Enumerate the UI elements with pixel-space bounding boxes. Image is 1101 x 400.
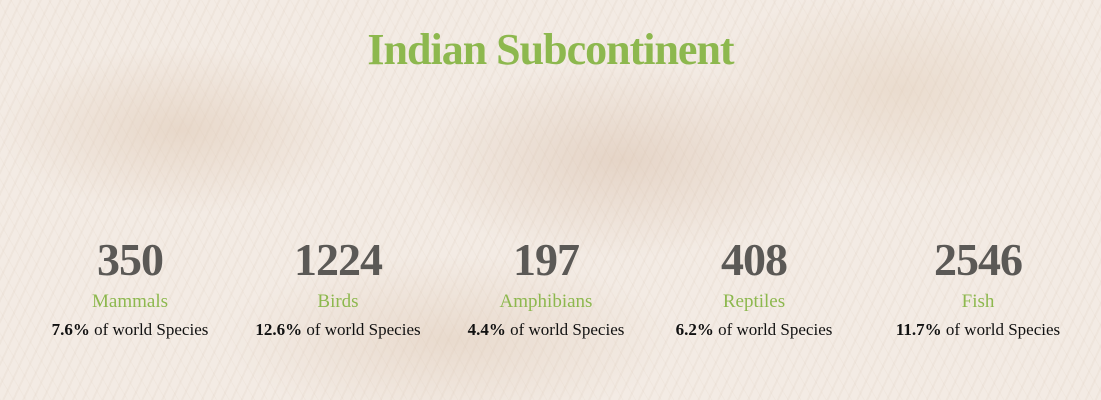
stat-item: 2546 Fish 11.7% of world Species: [868, 232, 1088, 344]
stat-share: 7.6%: [51, 320, 90, 339]
stat-share-line: 12.6% of world Species: [228, 316, 448, 344]
stat-item: 197 Amphibians 4.4% of world Species: [436, 232, 656, 344]
stat-suffix: of world Species: [945, 320, 1061, 339]
stat-suffix: of world Species: [718, 320, 833, 339]
stat-suffix: of world Species: [510, 320, 625, 339]
stat-count: 197: [513, 234, 580, 285]
stat-item: 350 Mammals 7.6% of world Species: [20, 232, 240, 344]
stat-label: Mammals: [92, 291, 168, 312]
stat-item: 1224 Birds 12.6% of world Species: [228, 232, 448, 344]
stat-share: 6.2%: [675, 320, 714, 339]
stat-suffix: of world Species: [94, 320, 209, 339]
stat-share: 4.4%: [467, 320, 506, 339]
stat-suffix: of world Species: [306, 320, 421, 339]
stat-label: Reptiles: [722, 291, 786, 312]
stat-count: 350: [97, 234, 164, 285]
stat-item: 408 Reptiles 6.2% of world Species: [644, 232, 864, 344]
stat-count: 1224: [294, 234, 383, 285]
section-title: Indian Subcontinent: [367, 25, 734, 74]
stat-count: 2546: [934, 234, 1023, 285]
stat-count: 408: [721, 234, 788, 285]
stat-label: Amphibians: [499, 291, 593, 312]
stats-row: 350 Mammals 7.6% of world Species 1224 Birds…: [0, 232, 1101, 352]
stat-share-line: 7.6% of world Species: [20, 316, 240, 344]
stat-share-line: 11.7% of world Species: [868, 316, 1088, 344]
stat-label: Fish: [961, 291, 995, 312]
stat-label: Birds: [317, 291, 359, 312]
stat-share-line: 4.4% of world Species: [436, 316, 656, 344]
stat-share-line: 6.2% of world Species: [644, 316, 864, 344]
stat-share: 12.6%: [255, 320, 303, 339]
stat-share: 11.7%: [895, 320, 942, 339]
